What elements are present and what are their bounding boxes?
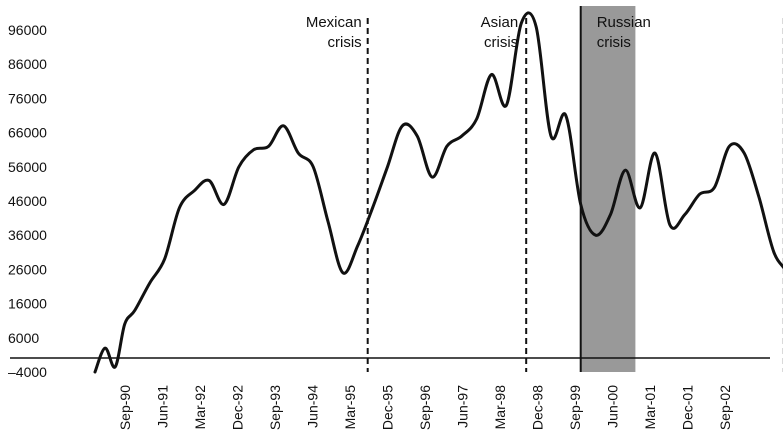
y-tick-label: 86000 [8, 56, 47, 72]
x-tick-label: Mar-98 [492, 385, 508, 430]
crisis-label: crisis [328, 34, 362, 51]
y-tick-label: 66000 [8, 125, 47, 141]
crisis-markers [366, 6, 783, 372]
series-line [93, 11, 783, 374]
y-axis-tick-labels: 96000 86000 76000 66000 56000 46000 36000 26000… [8, 22, 47, 380]
x-tick-label: Mar-95 [342, 385, 358, 430]
y-tick-label: 16000 [8, 296, 47, 312]
x-tick-label: Sep-96 [417, 385, 433, 430]
x-tick-label: Dec-92 [230, 385, 246, 430]
x-tick-label: Jun-91 [155, 385, 171, 428]
crisis-label: crisis [484, 34, 518, 51]
x-tick-label: Dec-01 [680, 385, 696, 430]
y-tick-label: 26000 [8, 261, 47, 277]
y-tick-label: 76000 [8, 90, 47, 106]
shaded-crisis-region [580, 6, 636, 372]
crisis-label: Asian [481, 14, 519, 31]
y-tick-label: 96000 [8, 22, 47, 38]
crisis-labels: MexicancrisisAsiancrisisRussiancrisisArg… [306, 14, 651, 51]
x-axis-tick-labels: Sep-90 Jun-91 Mar-92 Dec-92 Sep-93 Jun-94 Mar-… [117, 385, 733, 430]
x-tick-label: Mar-01 [642, 385, 658, 430]
x-tick-label: Dec-98 [530, 385, 546, 430]
crisis-label: Mexican [306, 14, 362, 31]
x-tick-label: Jun-97 [455, 385, 471, 428]
y-tick-label: 46000 [8, 193, 47, 209]
x-tick-label: Sep-02 [717, 385, 733, 430]
x-tick-label: Sep-93 [267, 385, 283, 430]
y-tick-label: 56000 [8, 159, 47, 175]
y-tick-label: –4000 [8, 364, 47, 380]
x-tick-label: Sep-90 [117, 385, 133, 430]
y-tick-label: 6000 [8, 330, 39, 346]
x-tick-label: Dec-95 [380, 385, 396, 430]
x-tick-label: Mar-92 [192, 385, 208, 430]
x-tick-label: Sep-99 [567, 385, 583, 430]
x-tick-label: Jun-94 [305, 385, 321, 428]
crisis-label: crisis [597, 34, 631, 51]
x-tick-label: Jun-00 [605, 385, 621, 428]
y-tick-label: 36000 [8, 227, 47, 243]
crisis-label: Russian [597, 14, 651, 31]
